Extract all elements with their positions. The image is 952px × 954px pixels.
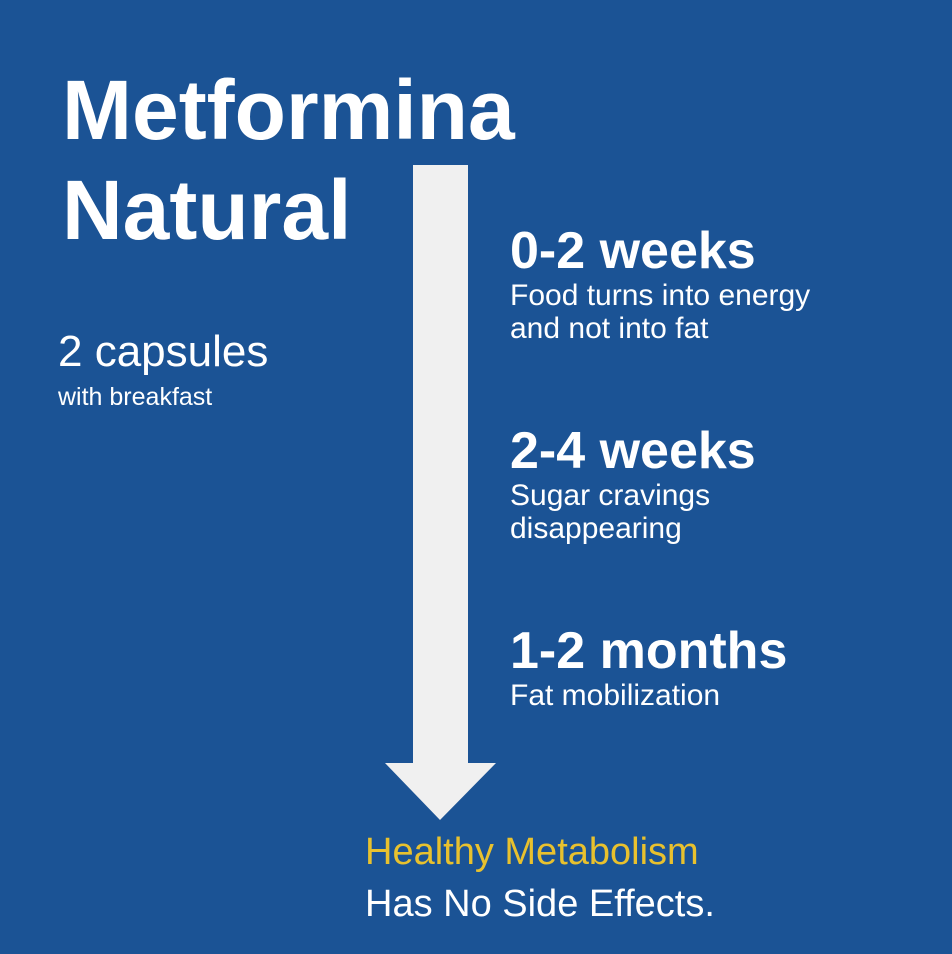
title-line: Metformina xyxy=(62,63,515,157)
period-label: 1-2 months xyxy=(510,622,788,680)
title-line: Natural xyxy=(62,163,352,257)
timeline-arrow xyxy=(385,165,496,820)
period-description: disappearing xyxy=(510,512,682,545)
footer-text: Has No Side Effects. xyxy=(365,883,715,925)
period-description: Fat mobilization xyxy=(510,679,721,712)
period-description: and not into fat xyxy=(510,312,709,345)
period-label: 2-4 weeks xyxy=(510,422,756,480)
footer-highlight: Healthy Metabolism xyxy=(365,831,699,873)
dosage-note: with breakfast xyxy=(58,383,213,411)
period-label: 0-2 weeks xyxy=(510,222,756,280)
period-description: Food turns into energy xyxy=(510,279,811,312)
dosage-amount: 2 capsules xyxy=(58,327,269,376)
period-description: Sugar cravings xyxy=(510,479,711,512)
